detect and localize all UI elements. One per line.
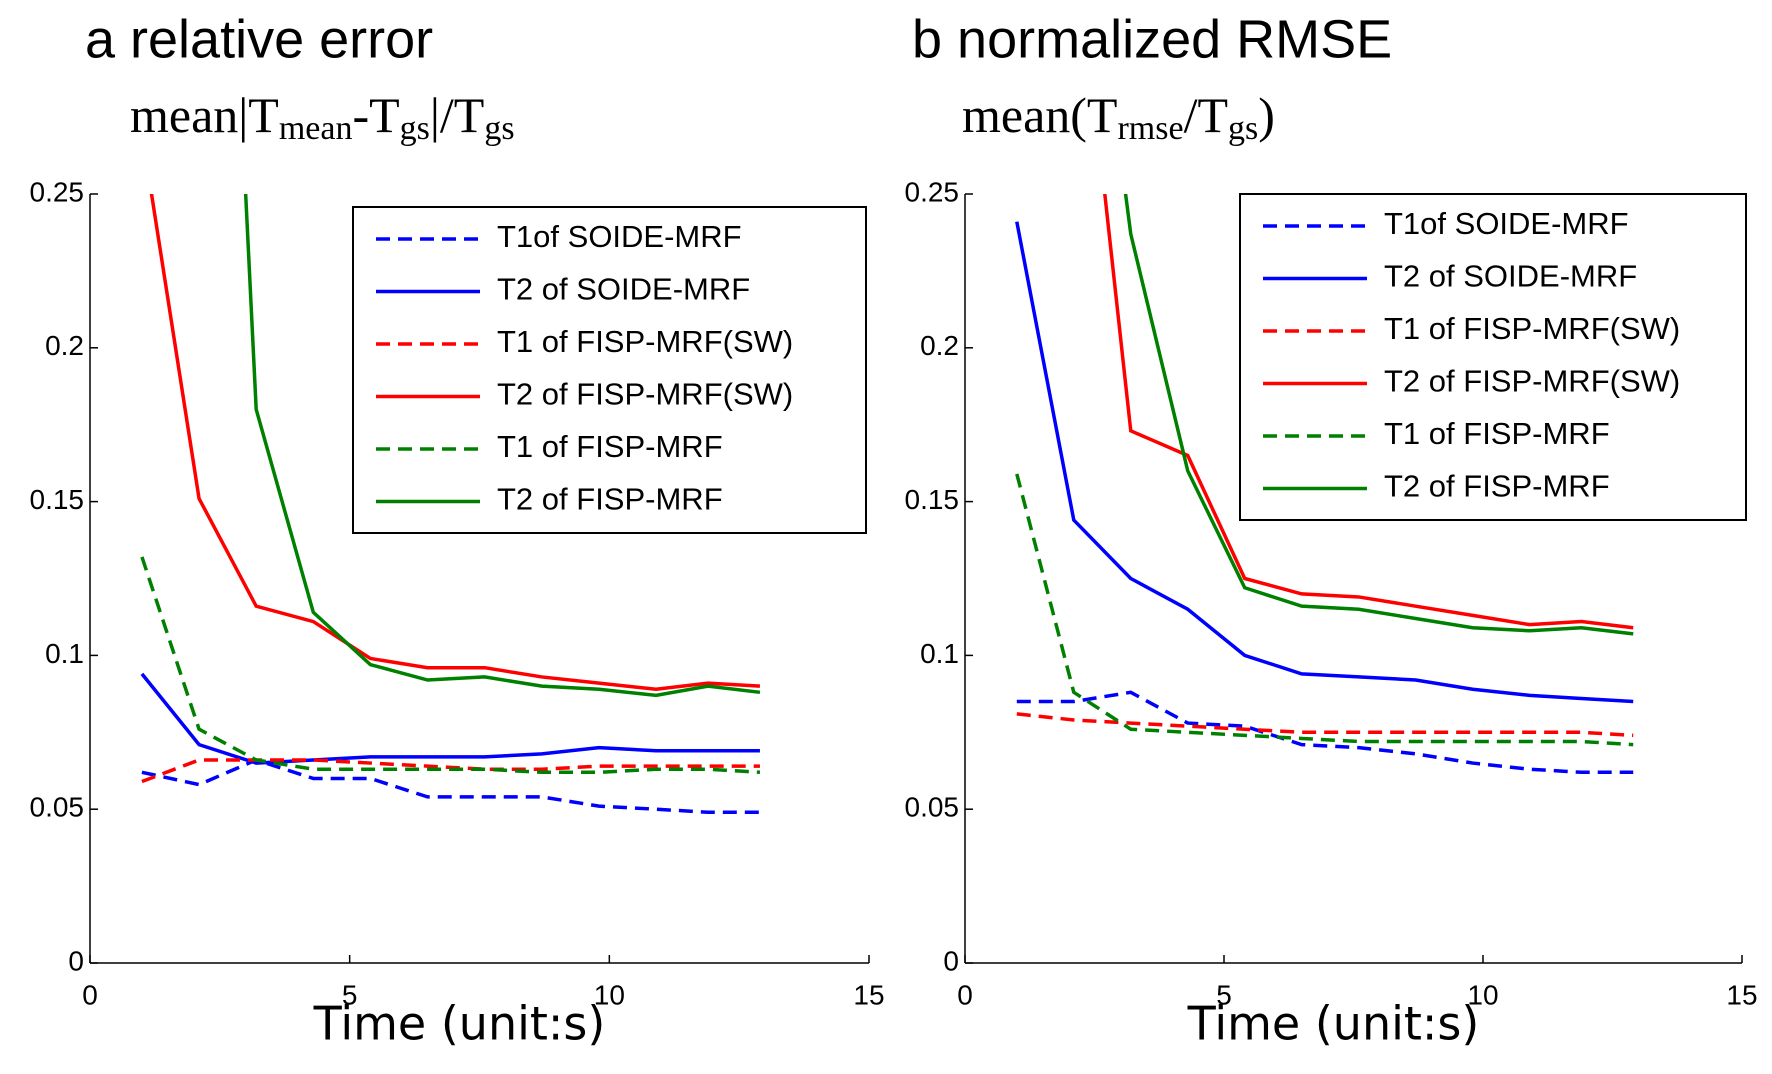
legend-label: T2 of FISP-MRF(SW): [497, 377, 793, 412]
subtitle-text: /T: [1184, 87, 1228, 143]
data-line: [141, 758, 760, 815]
y-tick-label: 0.1: [920, 638, 959, 669]
y-tick-label: 0.2: [45, 330, 84, 361]
panel: b normalized RMSE mean(Trmse/Tgs) 0 0.05 0.1…: [905, 9, 1758, 1051]
data-line: [140, 672, 760, 765]
x-tick-label: 0: [82, 979, 98, 1010]
subscript: gs: [484, 110, 514, 147]
y-tick-label: 0.05: [905, 792, 960, 823]
data-line: [1015, 473, 1634, 747]
y-tick-label: 0.25: [905, 176, 960, 207]
legend-label: T1 of FISP-MRF(SW): [1384, 311, 1680, 346]
legend-box: [352, 206, 867, 534]
subtitle-text: ): [1258, 87, 1275, 143]
legend-label: T1 of FISP-MRF: [497, 429, 723, 464]
x-tick-label: 5: [1216, 979, 1232, 1010]
subtitle-text: |/T: [430, 87, 484, 143]
y-tick-label: 0.1: [45, 638, 84, 669]
y-tick-label: 0: [68, 945, 84, 976]
x-tick-label: 15: [853, 979, 884, 1010]
data-line: [1015, 221, 1634, 704]
x-axis-label: Time (unit:s): [313, 997, 606, 1051]
legend-label: T1of SOIDE-MRF: [497, 219, 742, 254]
legend-label: T1 of FISP-MRF: [1384, 416, 1610, 451]
legend-label: T1of SOIDE-MRF: [1384, 206, 1629, 241]
y-tick-label: 0.25: [30, 176, 85, 207]
legend-label: T2 of SOIDE-MRF: [1384, 259, 1637, 294]
subscript: rmse: [1117, 110, 1183, 147]
data-line: [243, 194, 761, 698]
x-axis-label: Time (unit:s): [1187, 997, 1480, 1051]
x-tick-label: 10: [594, 979, 625, 1010]
y-tick-label: 0.2: [920, 330, 959, 361]
panel: a relative errormean|Tmean-Tgs|/Tgs00.05…: [30, 9, 885, 1051]
data-line: [1016, 712, 1634, 738]
subtitle-text: -T: [352, 87, 399, 143]
data-line: [1103, 194, 1634, 630]
legend-label: T1 of FISP-MRF(SW): [497, 324, 793, 359]
subtitle: mean|Tmean-Tgs|/Tgs: [130, 87, 515, 147]
subscript: gs: [400, 110, 430, 147]
panel-title: a relative error: [85, 9, 433, 69]
data-line: [140, 556, 761, 775]
x-tick-label: 0: [957, 979, 973, 1010]
panel-title: b normalized RMSE: [912, 9, 1392, 69]
x-tick-label: 15: [1726, 979, 1757, 1010]
y-tick-label: 0.15: [30, 484, 85, 515]
y-tick-label: 0: [943, 945, 959, 976]
legend-label: T2 of FISP-MRF: [497, 482, 723, 517]
data-line: [1016, 690, 1634, 775]
subtitle: mean(Trmse/Tgs): [962, 87, 1275, 147]
x-tick-label: 10: [1467, 979, 1498, 1010]
subscript: mean: [279, 110, 353, 147]
subtitle-text: mean|T: [130, 87, 279, 143]
legend-label: T2 of FISP-MRF: [1384, 469, 1610, 504]
legend-label: T2 of SOIDE-MRF: [497, 272, 750, 307]
subscript: gs: [1228, 110, 1258, 147]
y-tick-label: 0.15: [905, 484, 960, 515]
y-tick-label: 0.05: [30, 792, 85, 823]
subtitle-text: mean(T: [962, 87, 1117, 143]
legend-label: T2 of FISP-MRF(SW): [1384, 364, 1680, 399]
legend-box: [1239, 193, 1747, 521]
data-line: [1123, 194, 1634, 636]
x-tick-label: 5: [342, 979, 358, 1010]
data-line: [149, 194, 761, 691]
